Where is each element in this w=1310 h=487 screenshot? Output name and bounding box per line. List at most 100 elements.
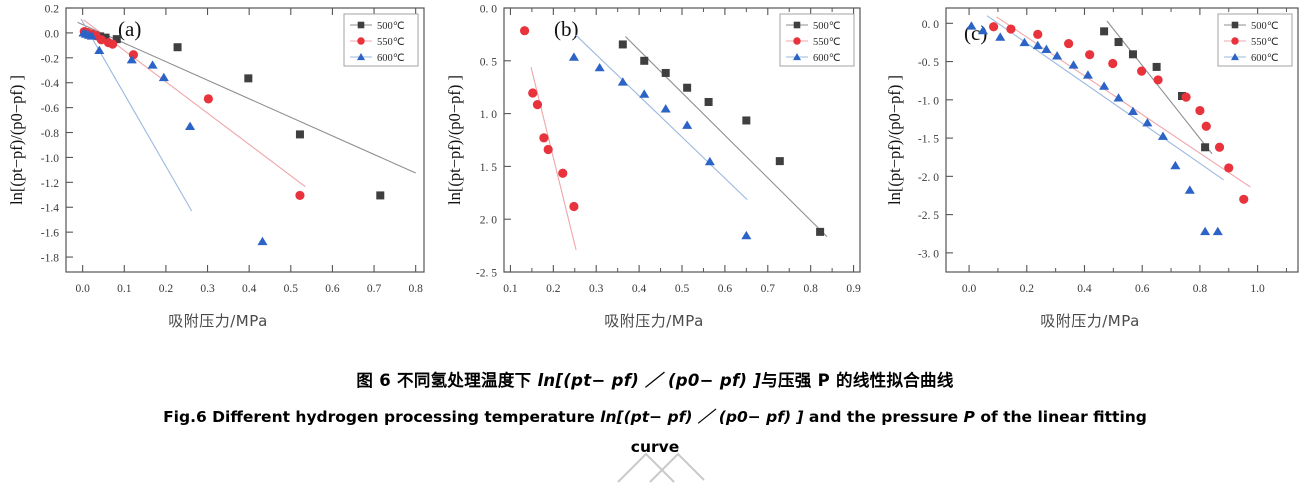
legend-label: 500℃ bbox=[1251, 21, 1279, 32]
y-axis-title: ln[(pt−pf)/(p0−pf) ] bbox=[445, 75, 464, 205]
y-tick-label: -2. 0 bbox=[918, 172, 939, 184]
data-point-triangle bbox=[1052, 51, 1063, 60]
data-point-circle bbox=[1033, 29, 1043, 39]
data-point-circle bbox=[295, 190, 305, 201]
series-layer bbox=[77, 18, 416, 246]
legend-label: 500℃ bbox=[377, 21, 405, 32]
y-tick-label: -0.6 bbox=[41, 103, 59, 115]
fit-line-600℃ bbox=[575, 34, 748, 201]
x-tick-label: 0.7 bbox=[367, 283, 382, 295]
data-point-circle bbox=[1153, 75, 1163, 85]
legend-marker-triangle bbox=[357, 53, 365, 61]
data-point-circle bbox=[1108, 58, 1118, 69]
data-point-triangle bbox=[185, 121, 196, 130]
legend-label: 600℃ bbox=[1251, 53, 1279, 64]
data-point-triangle bbox=[660, 104, 671, 113]
panel-a-xaxis-title: 吸附压力/MPa bbox=[168, 312, 268, 330]
y-axis-title: ln[(pt−pf)/(p0−pf) ] bbox=[885, 75, 904, 205]
x-tick-label: 0.2 bbox=[1020, 283, 1035, 295]
data-point-circle bbox=[96, 35, 106, 45]
y-tick-label: -1.8 bbox=[41, 253, 59, 265]
legend-marker-circle bbox=[793, 37, 801, 45]
data-point-triangle bbox=[257, 236, 268, 246]
legend: 500℃ 550℃ 600℃ bbox=[1217, 13, 1293, 67]
caption-en-prefix: Fig.6 Different hydrogen processing temp… bbox=[163, 408, 601, 426]
data-point-triangle bbox=[1068, 60, 1079, 69]
data-point-square bbox=[1114, 38, 1123, 47]
y-tick-label: -0.4 bbox=[41, 78, 59, 90]
y-tick-label: 1. 0 bbox=[480, 109, 498, 121]
y-tick-label: 0. 0 bbox=[480, 4, 498, 16]
data-point-triangle bbox=[1113, 93, 1124, 102]
data-point-circle bbox=[532, 100, 543, 110]
data-point-square bbox=[295, 130, 304, 139]
data-point-square bbox=[101, 33, 110, 42]
y-tick-label: 0.0 bbox=[45, 28, 60, 40]
x-tick-label: 0.1 bbox=[117, 283, 132, 295]
data-point-square bbox=[683, 83, 692, 92]
y-tick-label: -1.6 bbox=[41, 228, 59, 240]
data-point-triangle bbox=[966, 21, 977, 30]
y-tick-label: -1. 0 bbox=[918, 95, 939, 107]
y-axis-title: ln[(pt−pf)/(p0−pf) ] bbox=[7, 75, 26, 205]
panel-b-xaxis-title: 吸附压力/MPa bbox=[604, 312, 704, 330]
y-tick-label: 0. 0 bbox=[922, 19, 940, 31]
y-tick-label: 0.2 bbox=[45, 4, 60, 16]
plot-frame bbox=[945, 7, 1299, 273]
caption-cn-suffix: 与压强 P 的线性拟合曲线 bbox=[761, 371, 954, 390]
data-point-triangle bbox=[1019, 37, 1030, 47]
data-point-circle bbox=[539, 133, 549, 143]
data-point-square bbox=[618, 40, 627, 49]
caption-en-line2: curve bbox=[630, 438, 680, 456]
x-tick-label: 0.0 bbox=[75, 283, 90, 295]
data-point-triangle bbox=[94, 45, 105, 54]
caption-english: Fig.6 Different hydrogen processing temp… bbox=[0, 402, 1310, 462]
caption-chinese: 图 6 不同氢处理温度下 ln[(pt− pf) ／ (p0− pf) ]与压强… bbox=[0, 368, 1310, 394]
y-tick-label: -0.8 bbox=[41, 128, 59, 140]
fit-line-500℃ bbox=[77, 21, 416, 174]
plot-b-svg: 0.1 0.2 0.3 0.4 0.5 0.6 0.7 0.8 0.9 0. 0 0. 5 1. 0 1… bbox=[445, 4, 861, 296]
data-point-square bbox=[661, 68, 670, 77]
data-point-triangle bbox=[1032, 40, 1043, 50]
panel-label: (a) bbox=[118, 17, 141, 41]
x-tick-label: 0.9 bbox=[846, 283, 861, 295]
y-tick-label: -1. 5 bbox=[918, 134, 939, 146]
legend-label: 550℃ bbox=[813, 37, 841, 48]
data-point-circle bbox=[1085, 50, 1095, 60]
y-tick-label: -3. 0 bbox=[918, 248, 939, 260]
data-point-square bbox=[816, 227, 825, 236]
x-tick-label: 0.8 bbox=[803, 283, 818, 295]
plot-a-svg: 0.0 0.1 0.2 0.3 0.4 0.5 0.6 0.7 0.8 0.2 0.0 -0.2 -0.… bbox=[7, 4, 425, 295]
data-point-square bbox=[1201, 143, 1210, 152]
data-point-triangle bbox=[158, 72, 169, 82]
x-tick-label: 0.8 bbox=[408, 283, 423, 295]
data-point-triangle bbox=[1127, 106, 1138, 115]
data-point-circle bbox=[1195, 105, 1205, 116]
panel-b: 0.1 0.2 0.3 0.4 0.5 0.6 0.7 0.8 0.9 0. 0 0. 5 1. 0 1… bbox=[436, 0, 872, 350]
legend-label: 600℃ bbox=[377, 53, 405, 64]
data-point-triangle bbox=[1142, 118, 1153, 127]
data-point-circle bbox=[1181, 92, 1191, 102]
panel-label: (b) bbox=[554, 17, 579, 41]
y-tick-label: -2. 5 bbox=[918, 210, 939, 222]
data-point-triangle bbox=[1200, 226, 1211, 236]
legend-label: 550℃ bbox=[377, 37, 405, 48]
data-point-circle bbox=[528, 88, 538, 98]
x-tick-label: 1.0 bbox=[1250, 283, 1265, 295]
x-tick-label: 0.2 bbox=[159, 283, 174, 295]
x-tick-label: 0.3 bbox=[200, 283, 215, 295]
data-point-circle bbox=[558, 168, 568, 178]
data-point-triangle bbox=[1157, 131, 1168, 140]
x-tick-label: 0.1 bbox=[503, 283, 518, 295]
fit-line-500℃ bbox=[624, 36, 828, 238]
x-tick-label: 0.5 bbox=[675, 283, 690, 295]
x-tick-label: 0.5 bbox=[284, 283, 299, 295]
data-point-triangle bbox=[682, 120, 693, 129]
caption-cn-formula: ln[(pt− pf) ／ (p0− pf) ] bbox=[537, 371, 762, 390]
legend-label: 600℃ bbox=[813, 53, 841, 64]
data-point-circle bbox=[1201, 121, 1211, 131]
caption-en-suffix: of the linear fitting bbox=[974, 408, 1147, 426]
fit-line-550℃ bbox=[83, 19, 306, 188]
data-point-circle bbox=[569, 201, 579, 212]
